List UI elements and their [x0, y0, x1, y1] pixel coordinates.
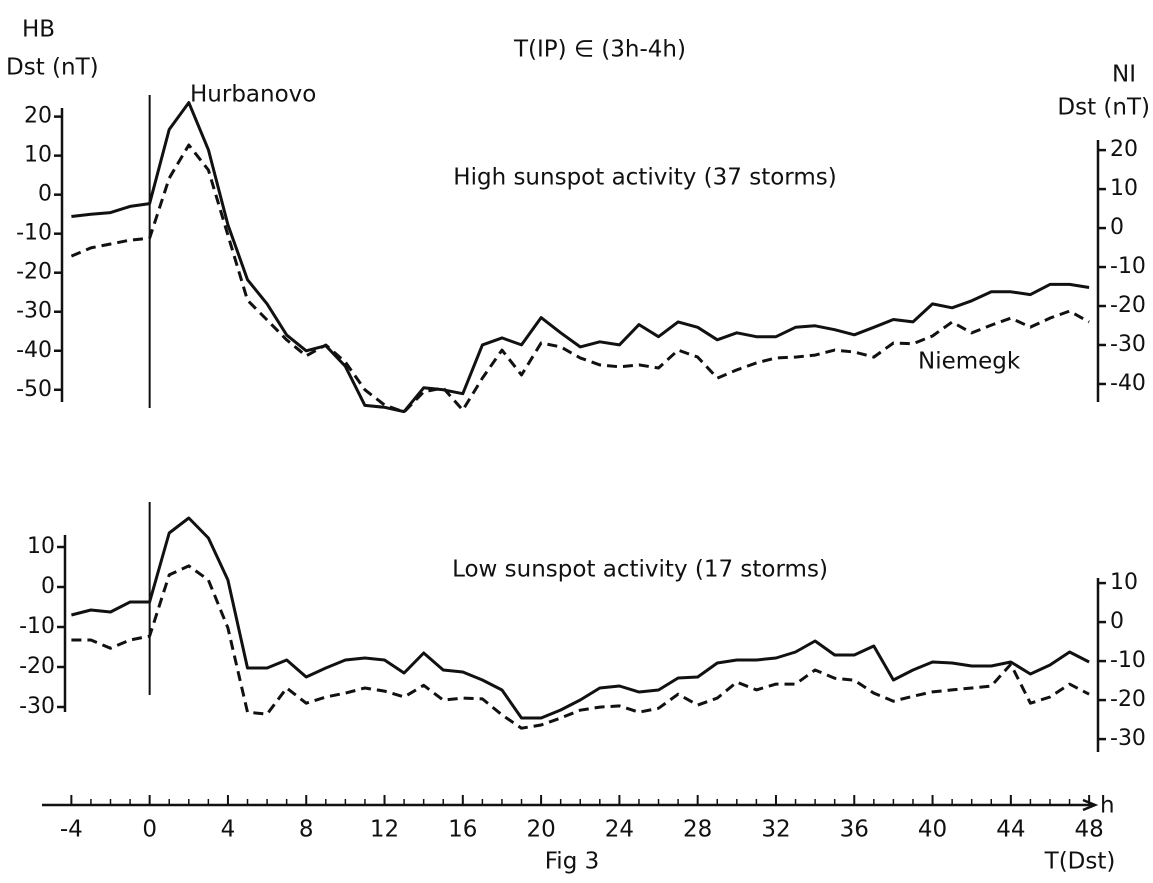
panel-subtitle: Low sunspot activity (17 storms)	[452, 557, 828, 583]
x-tick-label: 44	[996, 817, 1025, 843]
x-tick-label: -4	[60, 817, 83, 843]
x-tick-label: 8	[299, 817, 314, 843]
x-axis-arrow	[1082, 798, 1099, 812]
series-label: Niemegk	[918, 349, 1021, 375]
solid-line	[71, 101, 1090, 414]
x-tick-label: 28	[683, 817, 712, 843]
x-tick-label: 36	[840, 817, 869, 843]
x-tick-label: 40	[918, 817, 947, 843]
right-axis-label: Dst (nT)	[1057, 95, 1150, 121]
y-tick-label: -20	[16, 260, 52, 285]
caption: Fig 3	[545, 849, 600, 875]
y-tick-label: -40	[16, 338, 52, 363]
left-axis-label: Dst (nT)	[6, 55, 99, 81]
x-tick-label: 48	[1074, 817, 1103, 843]
y2-tick-label: 10	[1110, 570, 1138, 595]
panel-subtitle: High sunspot activity (37 storms)	[453, 165, 836, 191]
y-tick-label: -10	[19, 614, 55, 639]
x-tick-label: 20	[526, 817, 555, 843]
y2-tick-label: -20	[1110, 687, 1146, 712]
right-station-label: NI	[1112, 62, 1136, 88]
x-tick-label: 16	[448, 817, 477, 843]
y2-tick-label: 0	[1110, 215, 1124, 240]
y2-tick-label: 10	[1110, 176, 1138, 201]
chart-title: T(IP) ∈ (3h-4h)	[513, 37, 686, 63]
y-tick-label: -30	[19, 694, 55, 719]
y-tick-label: -20	[19, 654, 55, 679]
left-station-label: HB	[22, 17, 55, 43]
x-axis-label: T(Dst)	[1044, 849, 1116, 875]
dashed-line	[70, 143, 1090, 414]
y2-tick-label: -10	[1110, 648, 1146, 673]
y-tick-label: 0	[41, 574, 55, 599]
y2-tick-label: 20	[1110, 137, 1138, 162]
series-label: Hurbanovo	[190, 82, 316, 108]
y2-tick-label: -30	[1110, 332, 1146, 357]
y2-tick-label: -30	[1110, 726, 1146, 751]
y-tick-label: 20	[24, 104, 52, 129]
solid-line	[71, 516, 1090, 720]
y2-tick-label: 0	[1110, 609, 1124, 634]
dashed-line	[71, 564, 1090, 730]
y-tick-label: -30	[16, 299, 52, 324]
y-tick-label: 10	[27, 534, 55, 559]
y-tick-label: 0	[38, 182, 52, 207]
y-tick-label: -50	[16, 377, 52, 402]
x-tick-label: 32	[761, 817, 790, 843]
y2-tick-label: -10	[1110, 254, 1146, 279]
y-tick-label: -10	[16, 221, 52, 246]
x-unit: h	[1100, 793, 1115, 819]
x-tick-label: 0	[142, 817, 157, 843]
y2-tick-label: -20	[1110, 293, 1146, 318]
x-tick-label: 24	[605, 817, 634, 843]
y-tick-label: 10	[24, 143, 52, 168]
x-tick-label: 4	[221, 817, 236, 843]
y2-tick-label: -40	[1110, 371, 1146, 396]
x-tick-label: 12	[370, 817, 399, 843]
